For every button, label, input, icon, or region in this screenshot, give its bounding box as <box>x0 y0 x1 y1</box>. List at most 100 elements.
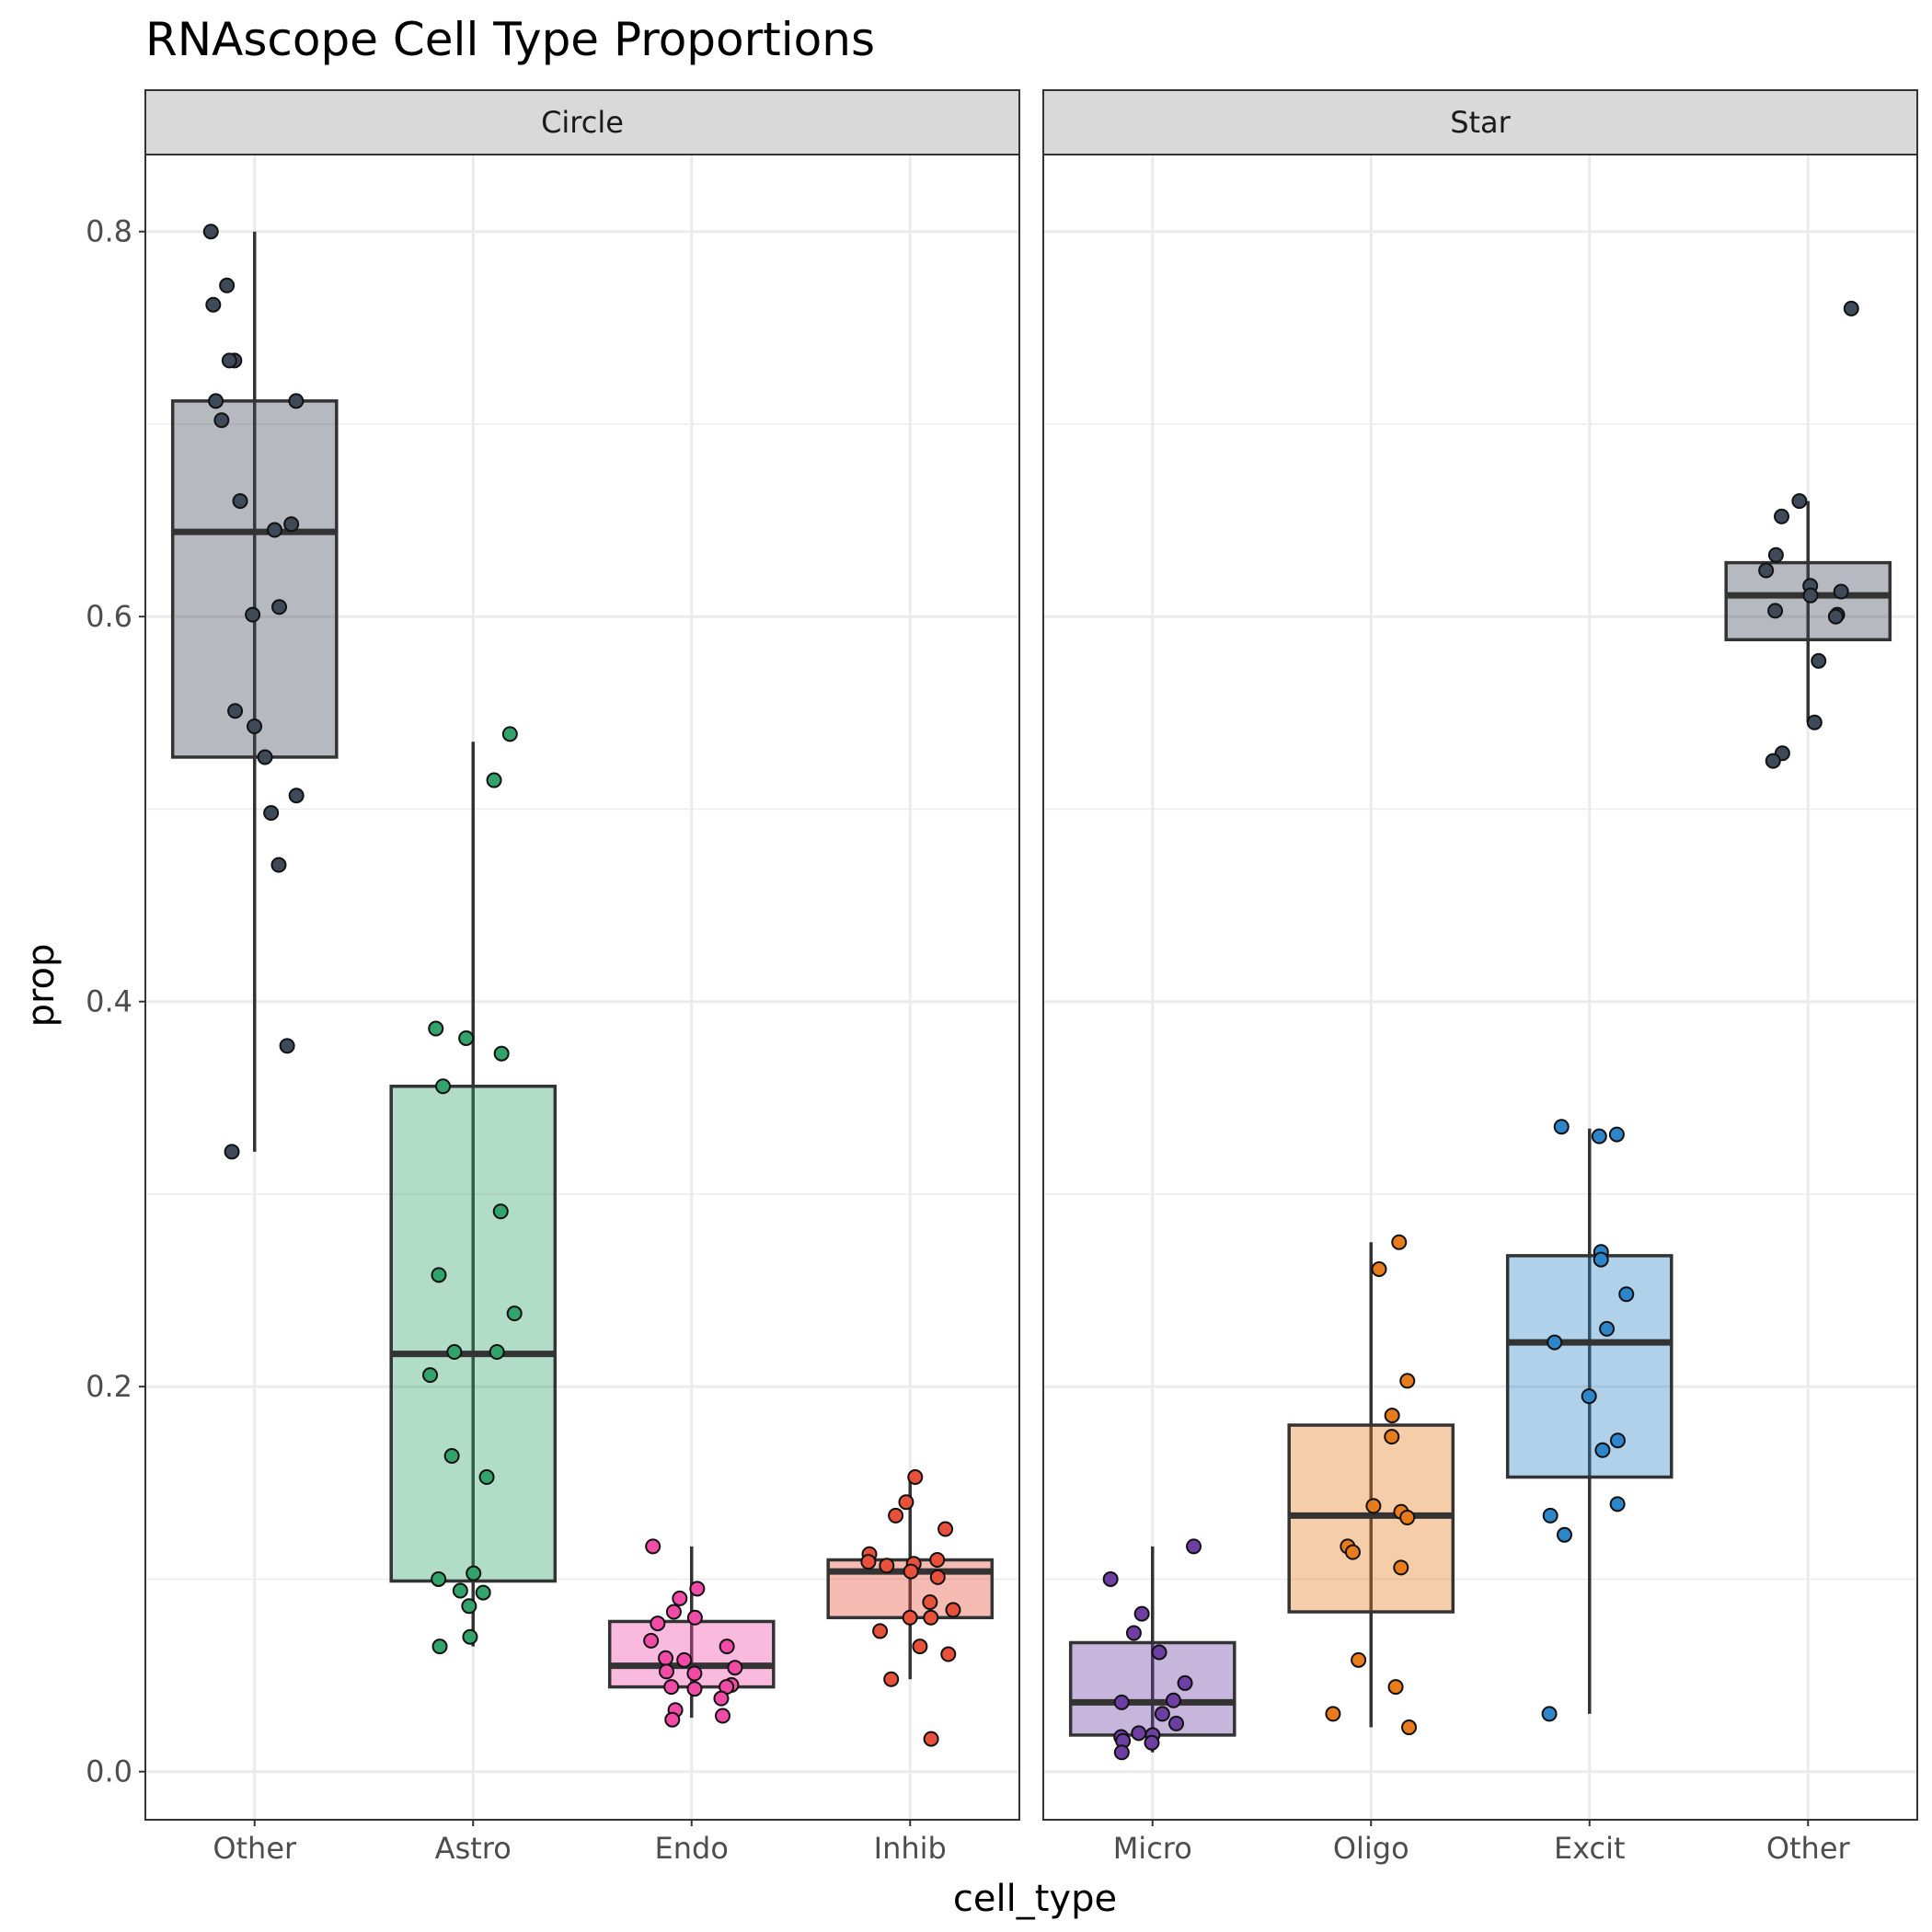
data-point <box>1393 1559 1409 1576</box>
y-tick-label: 0.2 <box>86 1369 132 1404</box>
facet-strip-label: Star <box>1450 105 1511 140</box>
data-point <box>923 1609 939 1626</box>
y-axis: 0.0 0.2 0.4 0.6 0.8 <box>86 214 145 1789</box>
data-point <box>665 1604 682 1620</box>
data-point <box>458 1029 475 1046</box>
facet-panels: Circle Other Astro Endo Inhib Star Micro Oligo E… <box>144 89 1918 1866</box>
data-point <box>945 1602 961 1618</box>
data-point <box>1765 753 1781 769</box>
data-point <box>1399 1373 1416 1389</box>
data-point <box>1133 1605 1150 1622</box>
data-point <box>443 1448 460 1465</box>
data-point <box>1151 1644 1167 1661</box>
data-point <box>883 1671 900 1687</box>
data-point <box>1541 1706 1558 1722</box>
data-point <box>1557 1526 1573 1543</box>
data-point <box>283 516 300 533</box>
data-point <box>1608 1126 1625 1143</box>
data-point <box>288 788 305 804</box>
data-point <box>1767 546 1784 563</box>
data-point <box>227 703 244 719</box>
box <box>389 1085 558 1583</box>
data-point <box>263 805 280 822</box>
data-point <box>1384 1408 1400 1424</box>
data-point <box>1593 1251 1609 1268</box>
data-point <box>202 224 219 240</box>
data-point <box>208 393 224 409</box>
data-point <box>1553 1119 1570 1135</box>
data-point <box>431 1639 448 1655</box>
data-point <box>664 1711 681 1728</box>
data-point <box>288 393 305 409</box>
category-inhib <box>826 1469 995 1747</box>
data-point <box>689 1581 706 1597</box>
data-point <box>860 1554 877 1570</box>
data-point <box>929 1569 946 1585</box>
data-point <box>431 1570 447 1587</box>
facet-star: Star Micro Oligo Excit Other <box>1042 89 1918 1866</box>
data-point <box>1547 1334 1563 1351</box>
y-tick-label: 0.6 <box>86 599 132 634</box>
x-tick-label: Excit <box>1554 1831 1626 1866</box>
data-point <box>271 599 288 615</box>
data-point <box>1399 1509 1416 1525</box>
data-point <box>1113 1744 1130 1761</box>
data-point <box>713 1690 730 1707</box>
data-point <box>1833 583 1849 600</box>
category-other <box>170 224 339 1160</box>
facet-strip-label: Circle <box>541 105 624 140</box>
data-point <box>1165 1692 1181 1708</box>
panel-background <box>1043 155 1917 1820</box>
x-axis-title: cell_type <box>953 1878 1117 1920</box>
data-point <box>1351 1651 1367 1668</box>
x-tick-label: Other <box>1766 1831 1851 1866</box>
data-point <box>686 1681 703 1697</box>
data-point <box>1581 1388 1597 1405</box>
data-point <box>1391 1234 1408 1250</box>
data-point <box>431 1267 447 1283</box>
data-point <box>1384 1429 1400 1445</box>
data-point <box>888 1507 904 1524</box>
data-point <box>245 606 261 623</box>
data-point <box>1791 493 1808 510</box>
data-point <box>506 1305 523 1322</box>
data-point <box>1168 1715 1185 1731</box>
data-point <box>902 1609 918 1626</box>
data-point <box>232 493 248 510</box>
data-point <box>270 857 287 873</box>
data-point <box>257 749 273 765</box>
data-point <box>714 1708 730 1724</box>
data-point <box>1542 1507 1558 1524</box>
panel-border <box>144 154 1020 1821</box>
data-point <box>267 522 283 538</box>
data-point <box>663 1679 680 1696</box>
data-point <box>219 277 236 293</box>
data-point <box>898 1494 914 1511</box>
category-astro <box>389 726 558 1655</box>
data-point <box>279 1038 295 1054</box>
data-point <box>224 1144 240 1160</box>
data-point <box>912 1639 928 1655</box>
data-point <box>422 1367 439 1384</box>
data-point <box>1609 1496 1626 1512</box>
data-point <box>461 1598 477 1615</box>
data-point <box>213 412 230 429</box>
data-point <box>1154 1706 1170 1722</box>
facet-strip <box>144 89 1020 155</box>
data-point <box>1843 300 1859 316</box>
data-point <box>486 772 502 788</box>
data-point <box>672 1590 688 1606</box>
data-point <box>940 1646 957 1662</box>
data-point <box>872 1623 889 1639</box>
box <box>1505 1254 1673 1479</box>
data-point <box>1609 1432 1626 1449</box>
data-point <box>686 1609 703 1626</box>
data-point <box>452 1582 468 1599</box>
y-tick-label: 0.0 <box>86 1754 132 1789</box>
data-point <box>1186 1538 1202 1555</box>
category-micro <box>1068 1538 1236 1761</box>
data-point <box>446 1344 463 1361</box>
chart-title: RNAscope Cell Type Proportions <box>145 13 875 66</box>
data-point <box>1177 1674 1193 1691</box>
